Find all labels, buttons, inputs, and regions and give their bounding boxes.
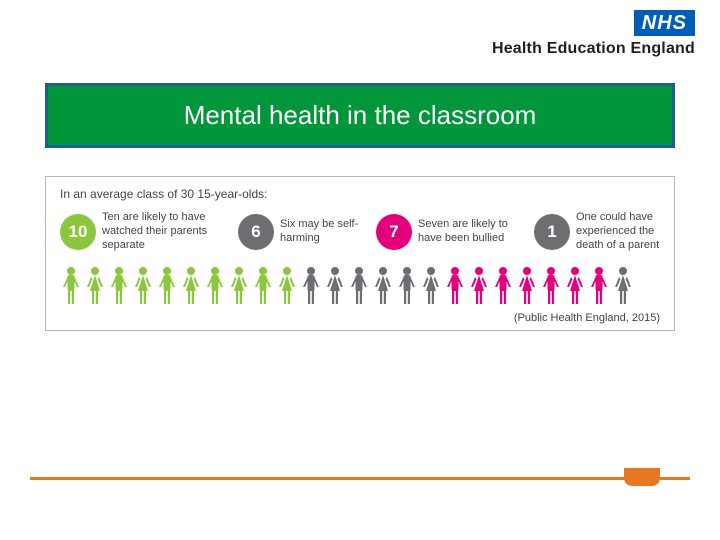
stat-circle: 7 [376,214,412,250]
infographic-source: (Public Health England, 2015) [60,312,660,324]
stat-label: Six may be self-harming [280,218,368,246]
stat-item: 1 One could have experienced the death o… [534,211,674,252]
person-icon [252,266,274,306]
stat-circle: 1 [534,214,570,250]
person-icon [204,266,226,306]
stat-item: 7 Seven are likely to have been bullied [376,211,526,252]
person-icon [396,266,418,306]
brand-block: NHS Health Education England [492,10,695,58]
stat-circle: 10 [60,214,96,250]
header: NHS Health Education England [0,0,720,63]
person-icon [540,266,562,306]
person-icon [60,266,82,306]
footer-tab [624,468,660,486]
person-icon [372,266,394,306]
person-icon [156,266,178,306]
brand-subtitle: Health Education England [492,40,695,58]
person-icon [420,266,442,306]
person-icon [516,266,538,306]
person-icon [468,266,490,306]
person-icon [324,266,346,306]
stat-label: Ten are likely to have watched their par… [102,211,230,252]
person-icon [492,266,514,306]
title-banner: Mental health in the classroom [45,83,675,148]
person-icon [132,266,154,306]
person-icon [444,266,466,306]
stat-circle: 6 [238,214,274,250]
page-title: Mental health in the classroom [56,100,664,131]
stat-item: 10 Ten are likely to have watched their … [60,211,230,252]
stat-label: Seven are likely to have been bullied [418,218,526,246]
person-icon [588,266,610,306]
footer-rule [30,477,690,480]
stat-item: 6 Six may be self-harming [238,211,368,252]
nhs-logo: NHS [634,10,695,36]
infographic-panel: In an average class of 30 15-year-olds: … [45,176,675,331]
person-icon [228,266,250,306]
stat-label: One could have experienced the death of … [576,211,674,252]
person-icon [276,266,298,306]
person-icon [300,266,322,306]
person-icon [84,266,106,306]
stats-row: 10 Ten are likely to have watched their … [60,211,660,252]
infographic-intro: In an average class of 30 15-year-olds: [60,187,660,201]
figures-row [60,266,660,306]
person-icon [612,266,634,306]
person-icon [348,266,370,306]
person-icon [564,266,586,306]
person-icon [180,266,202,306]
person-icon [108,266,130,306]
